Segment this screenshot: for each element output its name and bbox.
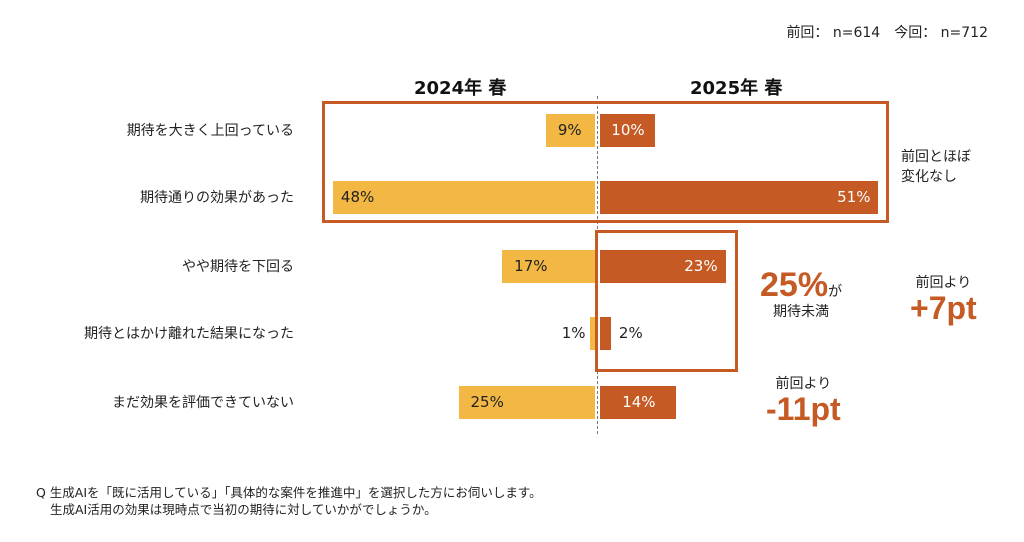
bar-2024 (589, 317, 595, 350)
bar-2025 (600, 114, 655, 147)
bar-2024 (458, 386, 595, 419)
footnote-line1: Q 生成AIを「既に活用している」「具体的な案件を推進中」を選択した方にお伺いし… (36, 485, 542, 500)
annotation-mid-suffix: が (828, 284, 843, 300)
highlight-box-top (322, 101, 889, 223)
footnote: Q 生成AIを「既に活用している」「具体的な案件を推進中」を選択した方にお伺いし… (36, 484, 542, 518)
category-label: まだ効果を評価できていない (112, 395, 294, 411)
highlight-box-mid (595, 230, 738, 372)
data-label: 10% (611, 121, 645, 139)
annotation-mid-right-label: 前回より (915, 275, 972, 291)
bar-2024 (332, 181, 595, 214)
annotation-mid-big: 25% (760, 266, 829, 304)
data-label: 23% (684, 257, 718, 275)
data-label: 48% (340, 188, 375, 206)
annotation-bottom-label: 前回より (775, 376, 832, 392)
annotation-mid: 25%が 期待未満 (760, 266, 842, 321)
header-2024: 2024年 春 (414, 78, 507, 99)
data-label: 9% (557, 121, 582, 139)
annotation-top-line2: 変化なし (901, 169, 957, 185)
annotation-bottom: 前回より -11pt (766, 373, 841, 425)
category-label: やや期待を下回る (182, 259, 294, 275)
data-label: 25% (470, 393, 504, 411)
bar-2025 (600, 386, 677, 419)
bar-2025 (600, 317, 611, 350)
category-label: 期待を大きく上回っている (126, 123, 294, 139)
data-label: 2% (618, 324, 643, 342)
annotation-top-line1: 前回とほぼ (901, 149, 971, 165)
data-label: 17% (514, 257, 548, 275)
bar-2024 (502, 250, 595, 283)
bar-2024 (545, 114, 595, 147)
annotation-mid-right: 前回より +7pt (910, 272, 977, 324)
footnote-line2: 生成AI活用の効果は現時点で当初の期待に対していかがでしょうか。 (50, 502, 437, 517)
category-label: 期待とはかけ離れた結果になった (84, 326, 294, 342)
header-2025: 2025年 春 (690, 78, 783, 99)
annotation-top: 前回とほぼ 変化なし (901, 147, 971, 187)
annotation-bottom-big: -11pt (766, 391, 841, 427)
category-label: 期待通りの効果があった (140, 190, 294, 206)
data-label: 14% (622, 393, 656, 411)
sample-size-note: 前回： n=614 今回： n=712 (786, 25, 988, 41)
bar-2025 (600, 250, 726, 283)
data-label: 1% (561, 324, 586, 342)
bar-2025 (600, 181, 879, 214)
annotation-mid-sub: 期待未満 (773, 304, 830, 320)
annotation-mid-right-big: +7pt (910, 290, 977, 326)
data-label: 51% (837, 188, 871, 206)
